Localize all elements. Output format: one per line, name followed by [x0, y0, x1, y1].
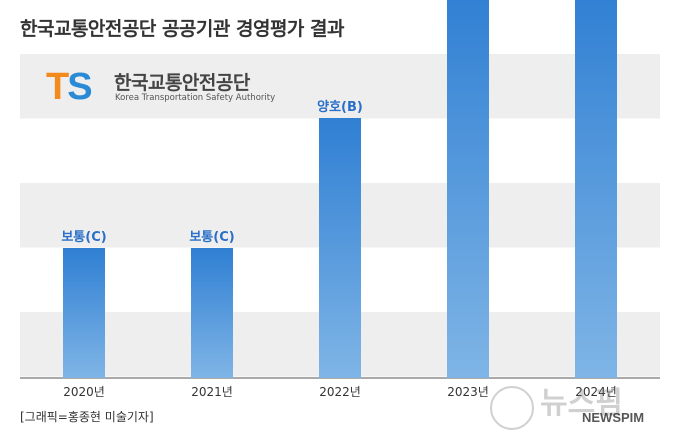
kotsa-logo: TS 한국교통안전공단 Korea Transportation Safety … — [46, 66, 286, 108]
kotsa-logo-subtitle: Korea Transportation Safety Authority — [115, 93, 276, 103]
bar-group — [63, 0, 617, 378]
x-tick-label: 2021년 — [191, 385, 233, 399]
chart-title: 한국교통안전공단 공공기관 경영평가 결과 — [20, 18, 345, 40]
bar — [319, 118, 361, 378]
watermark-korean-text: 뉴스핌 — [540, 386, 623, 421]
graphic-credit: [그래픽=홍종현 미술기자] — [20, 410, 154, 424]
x-tick-label: 2022년 — [319, 385, 361, 399]
bar — [191, 248, 233, 378]
data-label: 양호(B) — [317, 100, 363, 115]
data-label-group: 보통(C)보통(C)양호(B)우수(A)우수(A) — [61, 100, 363, 245]
watermark-latin-text: NEWSPIM — [582, 410, 645, 425]
x-tick-label-group: 2020년 2021년 2022년 2023년 2024년 — [63, 385, 617, 399]
kotsa-logo-mark: TS — [46, 66, 93, 108]
x-tick-label: 2024년 — [575, 385, 617, 399]
data-label: 보통(C) — [61, 230, 106, 245]
bar — [575, 0, 617, 378]
kotsa-logo-name: 한국교통안전공단 — [114, 72, 250, 94]
background-band — [20, 54, 660, 119]
x-tick-label: 2020년 — [63, 385, 105, 399]
newspim-logo-icon — [490, 386, 534, 430]
x-tick-label: 2023년 — [447, 385, 489, 399]
data-label: 보통(C) — [189, 230, 234, 245]
bar — [63, 248, 105, 378]
newspim-watermark: 뉴스핌 NEWSPIM — [490, 378, 670, 434]
bar — [447, 0, 489, 378]
